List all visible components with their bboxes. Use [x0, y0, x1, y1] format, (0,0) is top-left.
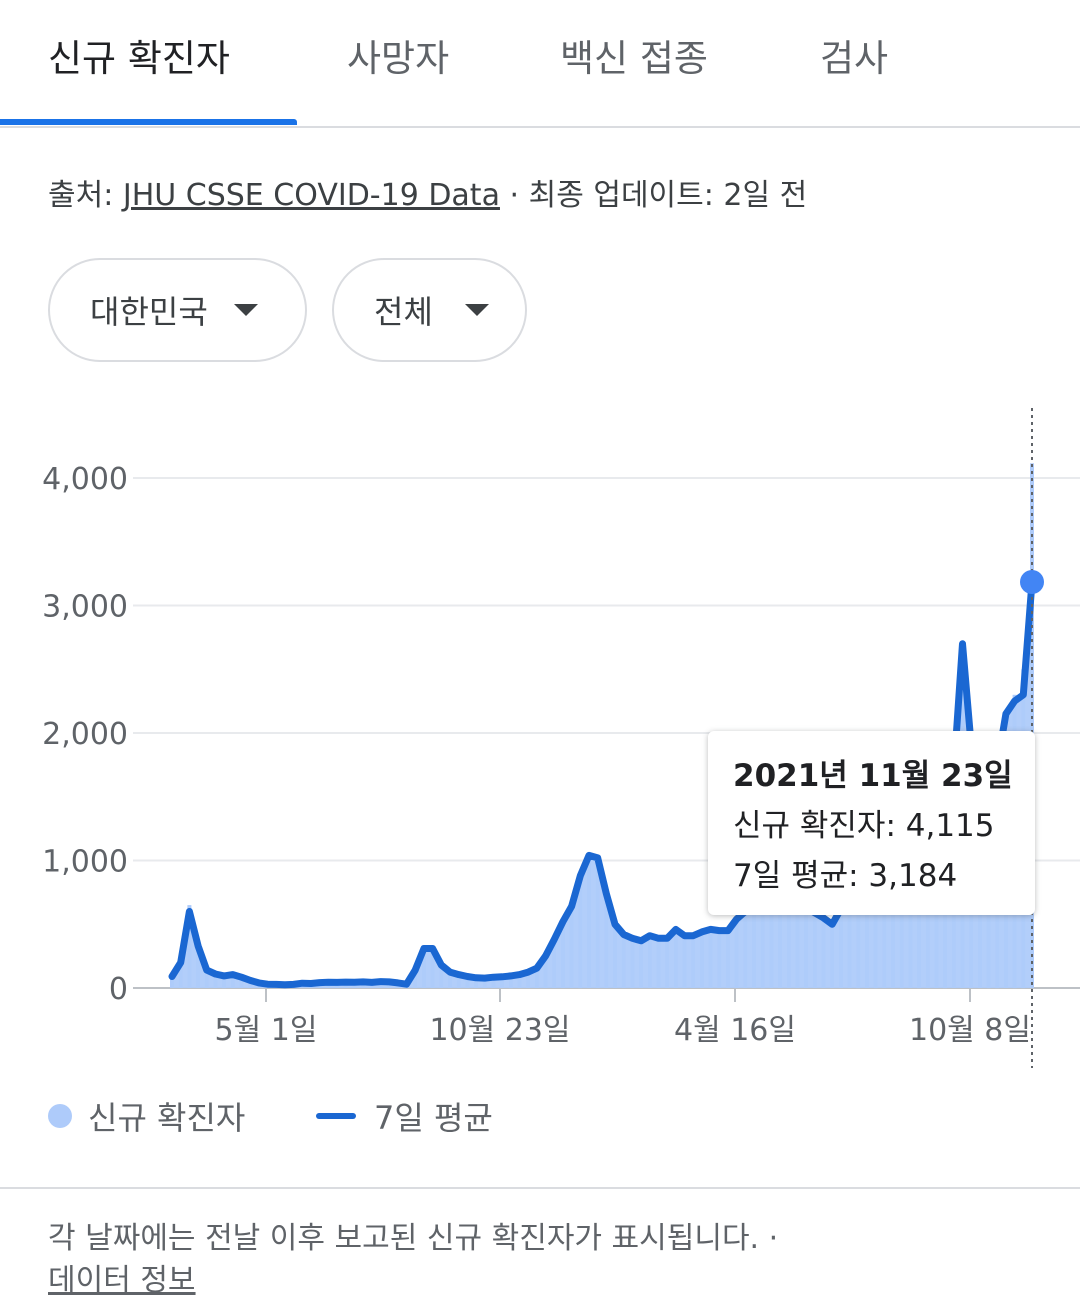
scope-dropdown[interactable]: 전체	[332, 258, 527, 362]
tab-vaccinations[interactable]: 백신 접종	[560, 37, 708, 80]
legend-average: 7일 평균	[316, 1093, 493, 1139]
x-axis-ticks	[265, 988, 971, 1002]
legend-cases: 신규 확진자	[48, 1093, 245, 1139]
chevron-down-icon	[464, 304, 489, 316]
y-axis-labels: 4,000 3,000 2,000 1,000 0	[42, 462, 128, 1007]
source-link[interactable]: JHU CSSE COVID-19 Data	[122, 178, 500, 213]
region-dropdown[interactable]: 대한민국	[48, 258, 307, 362]
y-tick-label: 1,000	[42, 845, 128, 880]
tooltip-average: 7일 평균: 3,184	[733, 858, 958, 894]
y-tick-label: 0	[109, 972, 128, 1007]
footer-divider	[0, 1187, 1080, 1189]
chevron-down-icon	[233, 304, 258, 316]
tab-new-cases[interactable]: 신규 확진자	[48, 37, 230, 80]
region-dropdown-label: 대한민국	[90, 293, 208, 331]
scope-dropdown-label: 전체	[374, 293, 433, 331]
tooltip-date: 2021년 11월 23일	[733, 758, 1013, 794]
y-tick-label: 4,000	[42, 462, 128, 497]
hover-point[interactable]	[1020, 570, 1044, 594]
y-tick-label: 3,000	[42, 590, 128, 625]
last-updated: 최종 업데이트: 2일 전	[528, 178, 808, 213]
tab-bar: 신규 확진자 사망자 백신 접종 검사	[0, 0, 1080, 128]
x-tick-label: 4월 16일	[674, 1013, 796, 1048]
legend-dot-icon	[48, 1104, 72, 1128]
cases-area	[172, 582, 1032, 988]
source-prefix: 출처:	[48, 178, 114, 213]
x-tick-label: 10월 23일	[429, 1013, 570, 1048]
y-tick-label: 2,000	[42, 717, 128, 752]
tab-deaths[interactable]: 사망자	[347, 37, 450, 80]
x-tick-label: 5월 1일	[215, 1013, 318, 1048]
source-line: 출처: JHU CSSE COVID-19 Data · 최종 업데이트: 2일…	[48, 170, 807, 214]
source-separator: ·	[509, 178, 520, 213]
legend-cases-label: 신규 확진자	[88, 1099, 246, 1137]
legend-line-icon	[316, 1113, 356, 1119]
legend-average-label: 7일 평균	[374, 1099, 493, 1137]
footer-note: 각 날짜에는 전날 이후 보고된 신규 확진자가 표시됩니다. ·	[48, 1221, 779, 1256]
x-tick-label: 10월 8일	[909, 1013, 1031, 1048]
tab-testing[interactable]: 검사	[820, 37, 889, 80]
active-tab-indicator	[0, 119, 297, 125]
chart-tooltip: 2021년 11월 23일 신규 확진자: 4,115 7일 평균: 3,184	[708, 731, 1035, 915]
tooltip-cases: 신규 확진자: 4,115	[733, 808, 995, 844]
x-axis-labels: 5월 1일 10월 23일 4월 16일 10월 8일	[215, 1013, 1031, 1048]
data-info-link[interactable]: 데이터 정보	[48, 1263, 196, 1298]
